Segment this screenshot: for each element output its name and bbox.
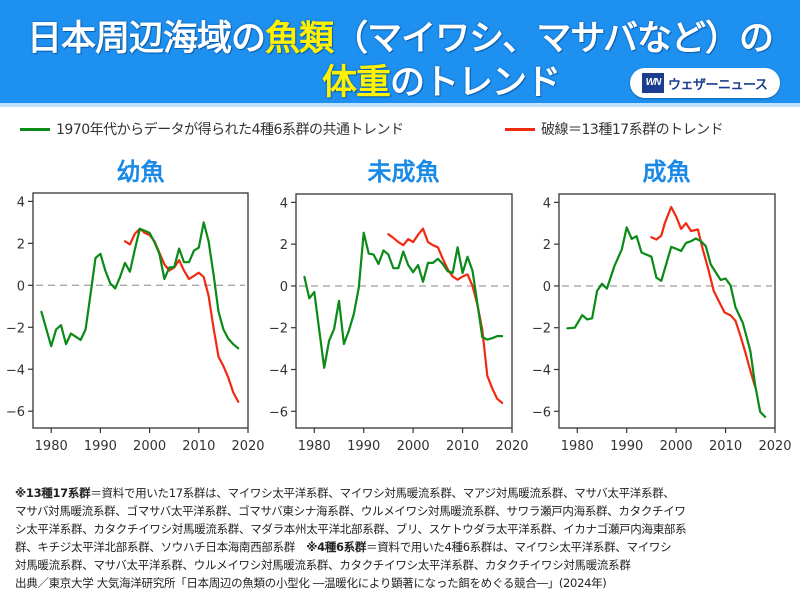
- panel-title-immature: 未成魚: [367, 158, 440, 186]
- red-trend-line-juvenile: [123, 227, 240, 403]
- x-tick-label: 1990: [347, 439, 380, 454]
- footnote-text: ＝資料で用いた4種6系群は、マイワシ太平洋系群、マイワシ: [366, 540, 672, 554]
- footnote-text: ＝資料で用いた17系群は、マイワシ太平洋系群、マイワシ対馬暖流系群、マアジ対馬暖…: [90, 486, 675, 500]
- title-highlight-fish: 魚類: [265, 19, 334, 59]
- green-trend-line-adult: [566, 226, 767, 418]
- footnote-source: 出典／東京大学 大気海洋研究所「日本周辺の魚類の小型化 ―温暖化により顕著になっ…: [15, 576, 607, 590]
- x-tick-label: 2020: [231, 439, 264, 454]
- legend-swatch-green: [20, 127, 50, 131]
- x-tick-label: 2020: [495, 439, 528, 454]
- legend-item-red: 破線＝13種17系群のトレンド: [505, 119, 724, 139]
- footnote-line: 対馬暖流系群、マサバ太平洋系群、ウルメイワシ対馬暖流系群、カタクチイワシ太平洋系…: [15, 558, 631, 572]
- y-tick-label: 4: [543, 196, 551, 211]
- weathernews-logo-text: ウェザーニュース: [668, 78, 768, 93]
- plot-frame-juvenile: [32, 192, 249, 429]
- footnote-line: 群、キチジ太平洋北部系群、ソウハチ日本海南西部系群 ※4種6系群＝資料で用いた4…: [15, 538, 795, 556]
- y-tick-label: 4: [280, 196, 288, 211]
- y-tick-label: −6: [6, 405, 25, 420]
- y-tick-label: 0: [280, 280, 288, 295]
- x-tick-label: 1980: [35, 439, 68, 454]
- x-tick-label: 2000: [660, 439, 693, 454]
- footnote-line: ※13種17系群＝資料で用いた17系群は、マイワシ太平洋系群、マイワシ対馬暖流系…: [15, 484, 795, 502]
- plot-frame-adult: [558, 193, 776, 429]
- panel-title-adult: 成魚: [642, 158, 691, 186]
- y-tick-label: −2: [532, 322, 551, 337]
- page-title-line-2: 体重のトレンド: [0, 54, 561, 105]
- x-tick-label: 1990: [610, 439, 643, 454]
- title-text-species: （マイワシ、マサバなど）の: [333, 19, 774, 59]
- legend-label-red: 破線＝13種17系群のトレンド: [541, 122, 724, 138]
- legend-swatch-red: [505, 127, 535, 131]
- red-trend-line-adult: [650, 205, 757, 389]
- legend-item-green: 1970年代からデータが得られた4種6系群の共通トレンド: [20, 119, 404, 139]
- title-highlight-weight: 体重: [321, 63, 391, 103]
- y-tick-label: 2: [17, 237, 25, 252]
- x-tick-label: 2000: [397, 439, 430, 454]
- plot-frame-immature: [295, 193, 513, 429]
- x-tick-label: 1990: [84, 439, 117, 454]
- x-tick-label: 2020: [758, 439, 791, 454]
- green-trend-line-immature: [303, 231, 504, 369]
- weathernews-logo-icon: WN: [642, 73, 664, 93]
- panel-title-juvenile: 幼魚: [116, 158, 165, 186]
- legend-label-green: 1970年代からデータが得られた4種6系群の共通トレンド: [56, 122, 404, 138]
- weathernews-logo: WN ウェザーニュース: [630, 68, 780, 98]
- green-trend-line-juvenile: [40, 221, 240, 350]
- x-tick-label: 1980: [298, 439, 331, 454]
- page-title-line-1: 日本周辺海域の魚類（マイワシ、マサバなど）の: [0, 10, 800, 61]
- title-text: 日本周辺海域の: [27, 19, 266, 59]
- x-tick-label: 2010: [709, 439, 742, 454]
- footnote-13-17-label: ※13種17系群: [15, 486, 91, 500]
- x-tick-label: 2000: [133, 439, 166, 454]
- y-tick-label: 0: [17, 279, 25, 294]
- footnote-line: マサバ対馬暖流系群、ゴマサバ太平洋系群、ゴマサバ東シナ海系群、ウルメイワシ対馬暖…: [15, 504, 686, 518]
- header-divider: [0, 103, 800, 107]
- y-tick-label: 4: [17, 195, 25, 210]
- y-tick-label: 0: [543, 280, 551, 295]
- footnote-4-6-label: ※4種6系群: [306, 540, 367, 554]
- x-tick-label: 2010: [182, 439, 215, 454]
- footnote-line: シ太平洋系群、カタクチイワシ対馬暖流系群、マダラ本州太平洋北部系群、ブリ、スケト…: [15, 522, 687, 536]
- y-tick-label: −2: [269, 322, 288, 337]
- x-tick-label: 2010: [446, 439, 479, 454]
- y-tick-label: −6: [269, 405, 288, 420]
- y-tick-label: −2: [6, 321, 25, 336]
- x-tick-label: 1980: [561, 439, 594, 454]
- y-tick-label: 2: [543, 238, 551, 253]
- y-tick-label: −4: [6, 363, 25, 378]
- footnote-text: 群、キチジ太平洋北部系群、ソウハチ日本海南西部系群: [15, 540, 307, 554]
- y-tick-label: −4: [532, 364, 551, 379]
- footnotes: ※13種17系群＝資料で用いた17系群は、マイワシ太平洋系群、マイワシ対馬暖流系…: [15, 484, 795, 592]
- y-tick-label: −4: [269, 364, 288, 379]
- y-tick-label: −6: [532, 405, 551, 420]
- title-text-trend: のトレンド: [389, 63, 561, 103]
- y-tick-label: 2: [280, 238, 288, 253]
